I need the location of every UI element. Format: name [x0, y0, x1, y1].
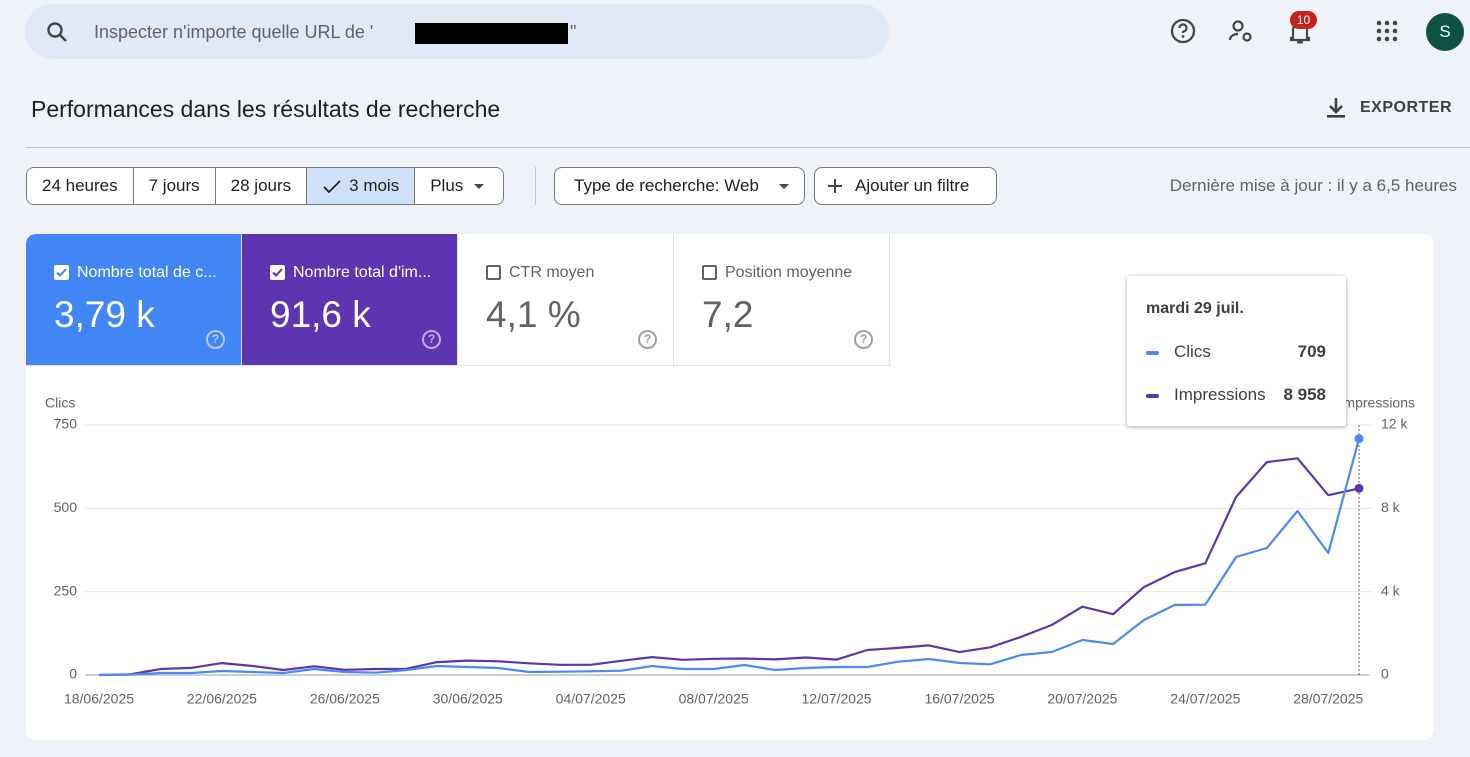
add-filter-label: Ajouter un filtre	[855, 176, 970, 195]
x-tick-label: 08/07/2025	[679, 691, 749, 707]
y2-axis-title: Impressions	[1340, 395, 1415, 411]
tooltip-row: Impressions 8 958	[1146, 385, 1326, 405]
search-type-label: Type de recherche: Web	[574, 176, 759, 195]
range-option[interactable]: 28 jours	[215, 168, 308, 204]
x-tick-label: 26/06/2025	[310, 691, 380, 707]
help-icon: ?	[422, 330, 441, 349]
y-tick-label: 250	[54, 582, 78, 598]
x-tick-label: 30/06/2025	[433, 691, 503, 707]
legend-swatch	[1146, 393, 1159, 398]
help-icon: ?	[854, 330, 873, 349]
tooltip-value: 8 958	[1283, 385, 1326, 404]
x-tick-label: 18/06/2025	[64, 691, 134, 707]
tooltip-row: Clics 709	[1146, 342, 1326, 362]
y2-tick-label: 4 k	[1381, 582, 1401, 598]
legend-swatch	[1146, 350, 1159, 355]
metric-card[interactable]: Nombre total d'im... 91,6 k?	[242, 234, 458, 366]
checkbox[interactable]	[702, 265, 717, 280]
search-type-filter[interactable]: Type de recherche: Web	[554, 167, 805, 205]
y-tick-label: 750	[54, 416, 78, 432]
x-tick-label: 04/07/2025	[556, 691, 626, 707]
y-axis-title: Clics	[45, 395, 75, 411]
download-icon	[1327, 98, 1345, 118]
x-tick-label: 12/07/2025	[802, 691, 872, 707]
x-tick-label: 16/07/2025	[924, 691, 994, 707]
metric-card[interactable]: Position moyenne 7,2?	[674, 234, 890, 366]
separator	[535, 167, 536, 205]
search-bar[interactable]: Inspecter n'importe quelle URL de ' "	[25, 4, 889, 59]
help-icon[interactable]	[1169, 17, 1197, 45]
notification-badge: 10	[1290, 11, 1317, 29]
avatar[interactable]: S	[1426, 13, 1464, 51]
search-icon	[47, 22, 67, 42]
help-icon: ?	[206, 330, 225, 349]
metric-label: Nombre total d'im...	[293, 264, 432, 281]
metric-card[interactable]: CTR moyen 4,1 %?	[458, 234, 674, 366]
metric-label: Position moyenne	[725, 264, 853, 281]
checkbox[interactable]	[486, 265, 501, 280]
users-settings-icon[interactable]	[1227, 18, 1255, 46]
divider	[26, 147, 1470, 148]
y-tick-label: 0	[69, 666, 77, 682]
y2-tick-label: 8 k	[1381, 499, 1401, 515]
export-button[interactable]: EXPORTER	[1360, 99, 1453, 116]
range-option[interactable]: 7 jours	[133, 168, 216, 204]
metric-value: 91,6 k	[270, 294, 371, 335]
range-option[interactable]: Plus	[415, 168, 504, 204]
legend-label: Clics	[1174, 342, 1211, 361]
series-line	[98, 457, 1360, 677]
check-icon	[323, 180, 341, 194]
last-update: Dernière mise à jour : il y a 6,5 heures	[1169, 176, 1457, 195]
help-icon: ?	[638, 330, 657, 349]
metric-label: CTR moyen	[509, 264, 595, 281]
hover-point	[1354, 483, 1364, 493]
metric-label: Nombre total de c...	[77, 264, 217, 281]
redaction	[415, 23, 568, 44]
search-suffix: "	[570, 22, 577, 42]
dropdown-arrow	[474, 184, 485, 189]
tooltip: mardi 29 juil. Clics 709 Impressions 8 958	[1127, 276, 1346, 426]
range-option[interactable]: 24 heures	[27, 168, 134, 204]
search-placeholder: Inspecter n'importe quelle URL de '	[94, 22, 374, 42]
metric-value: 4,1 %	[486, 294, 581, 335]
checkbox[interactable]	[270, 265, 285, 280]
tooltip-value: 709	[1297, 342, 1326, 361]
metric-value: 3,79 k	[54, 294, 155, 335]
checkbox[interactable]	[54, 265, 69, 280]
dropdown-arrow	[779, 184, 789, 189]
range-option[interactable]: 3 mois	[307, 168, 416, 204]
x-tick-label: 22/06/2025	[187, 691, 257, 707]
metric-value: 7,2	[702, 294, 754, 335]
hover-point	[1354, 434, 1364, 444]
page-title: Performances dans les résultats de reche…	[31, 96, 501, 122]
x-tick-label: 24/07/2025	[1170, 691, 1240, 707]
metric-card[interactable]: Nombre total de c... 3,79 k?	[26, 234, 242, 366]
date-range-selector: 24 heures 7 jours 28 jours 3 mois Plus	[26, 167, 505, 205]
tooltip-date: mardi 29 juil.	[1146, 300, 1244, 317]
add-filter-button[interactable]: Ajouter un filtre	[814, 167, 997, 205]
x-tick-label: 20/07/2025	[1047, 691, 1117, 707]
y2-tick-label: 0	[1381, 666, 1389, 682]
x-tick-label: 28/07/2025	[1293, 691, 1363, 707]
plus-icon	[828, 179, 842, 193]
legend-label: Impressions	[1174, 385, 1266, 404]
y-tick-label: 500	[54, 499, 78, 515]
y2-tick-label: 12 k	[1381, 416, 1408, 432]
performance-card: Nombre total de c... 3,79 k? Nombre total …	[26, 234, 1434, 740]
apps-icon[interactable]	[1376, 20, 1398, 42]
series-line	[98, 438, 1361, 677]
